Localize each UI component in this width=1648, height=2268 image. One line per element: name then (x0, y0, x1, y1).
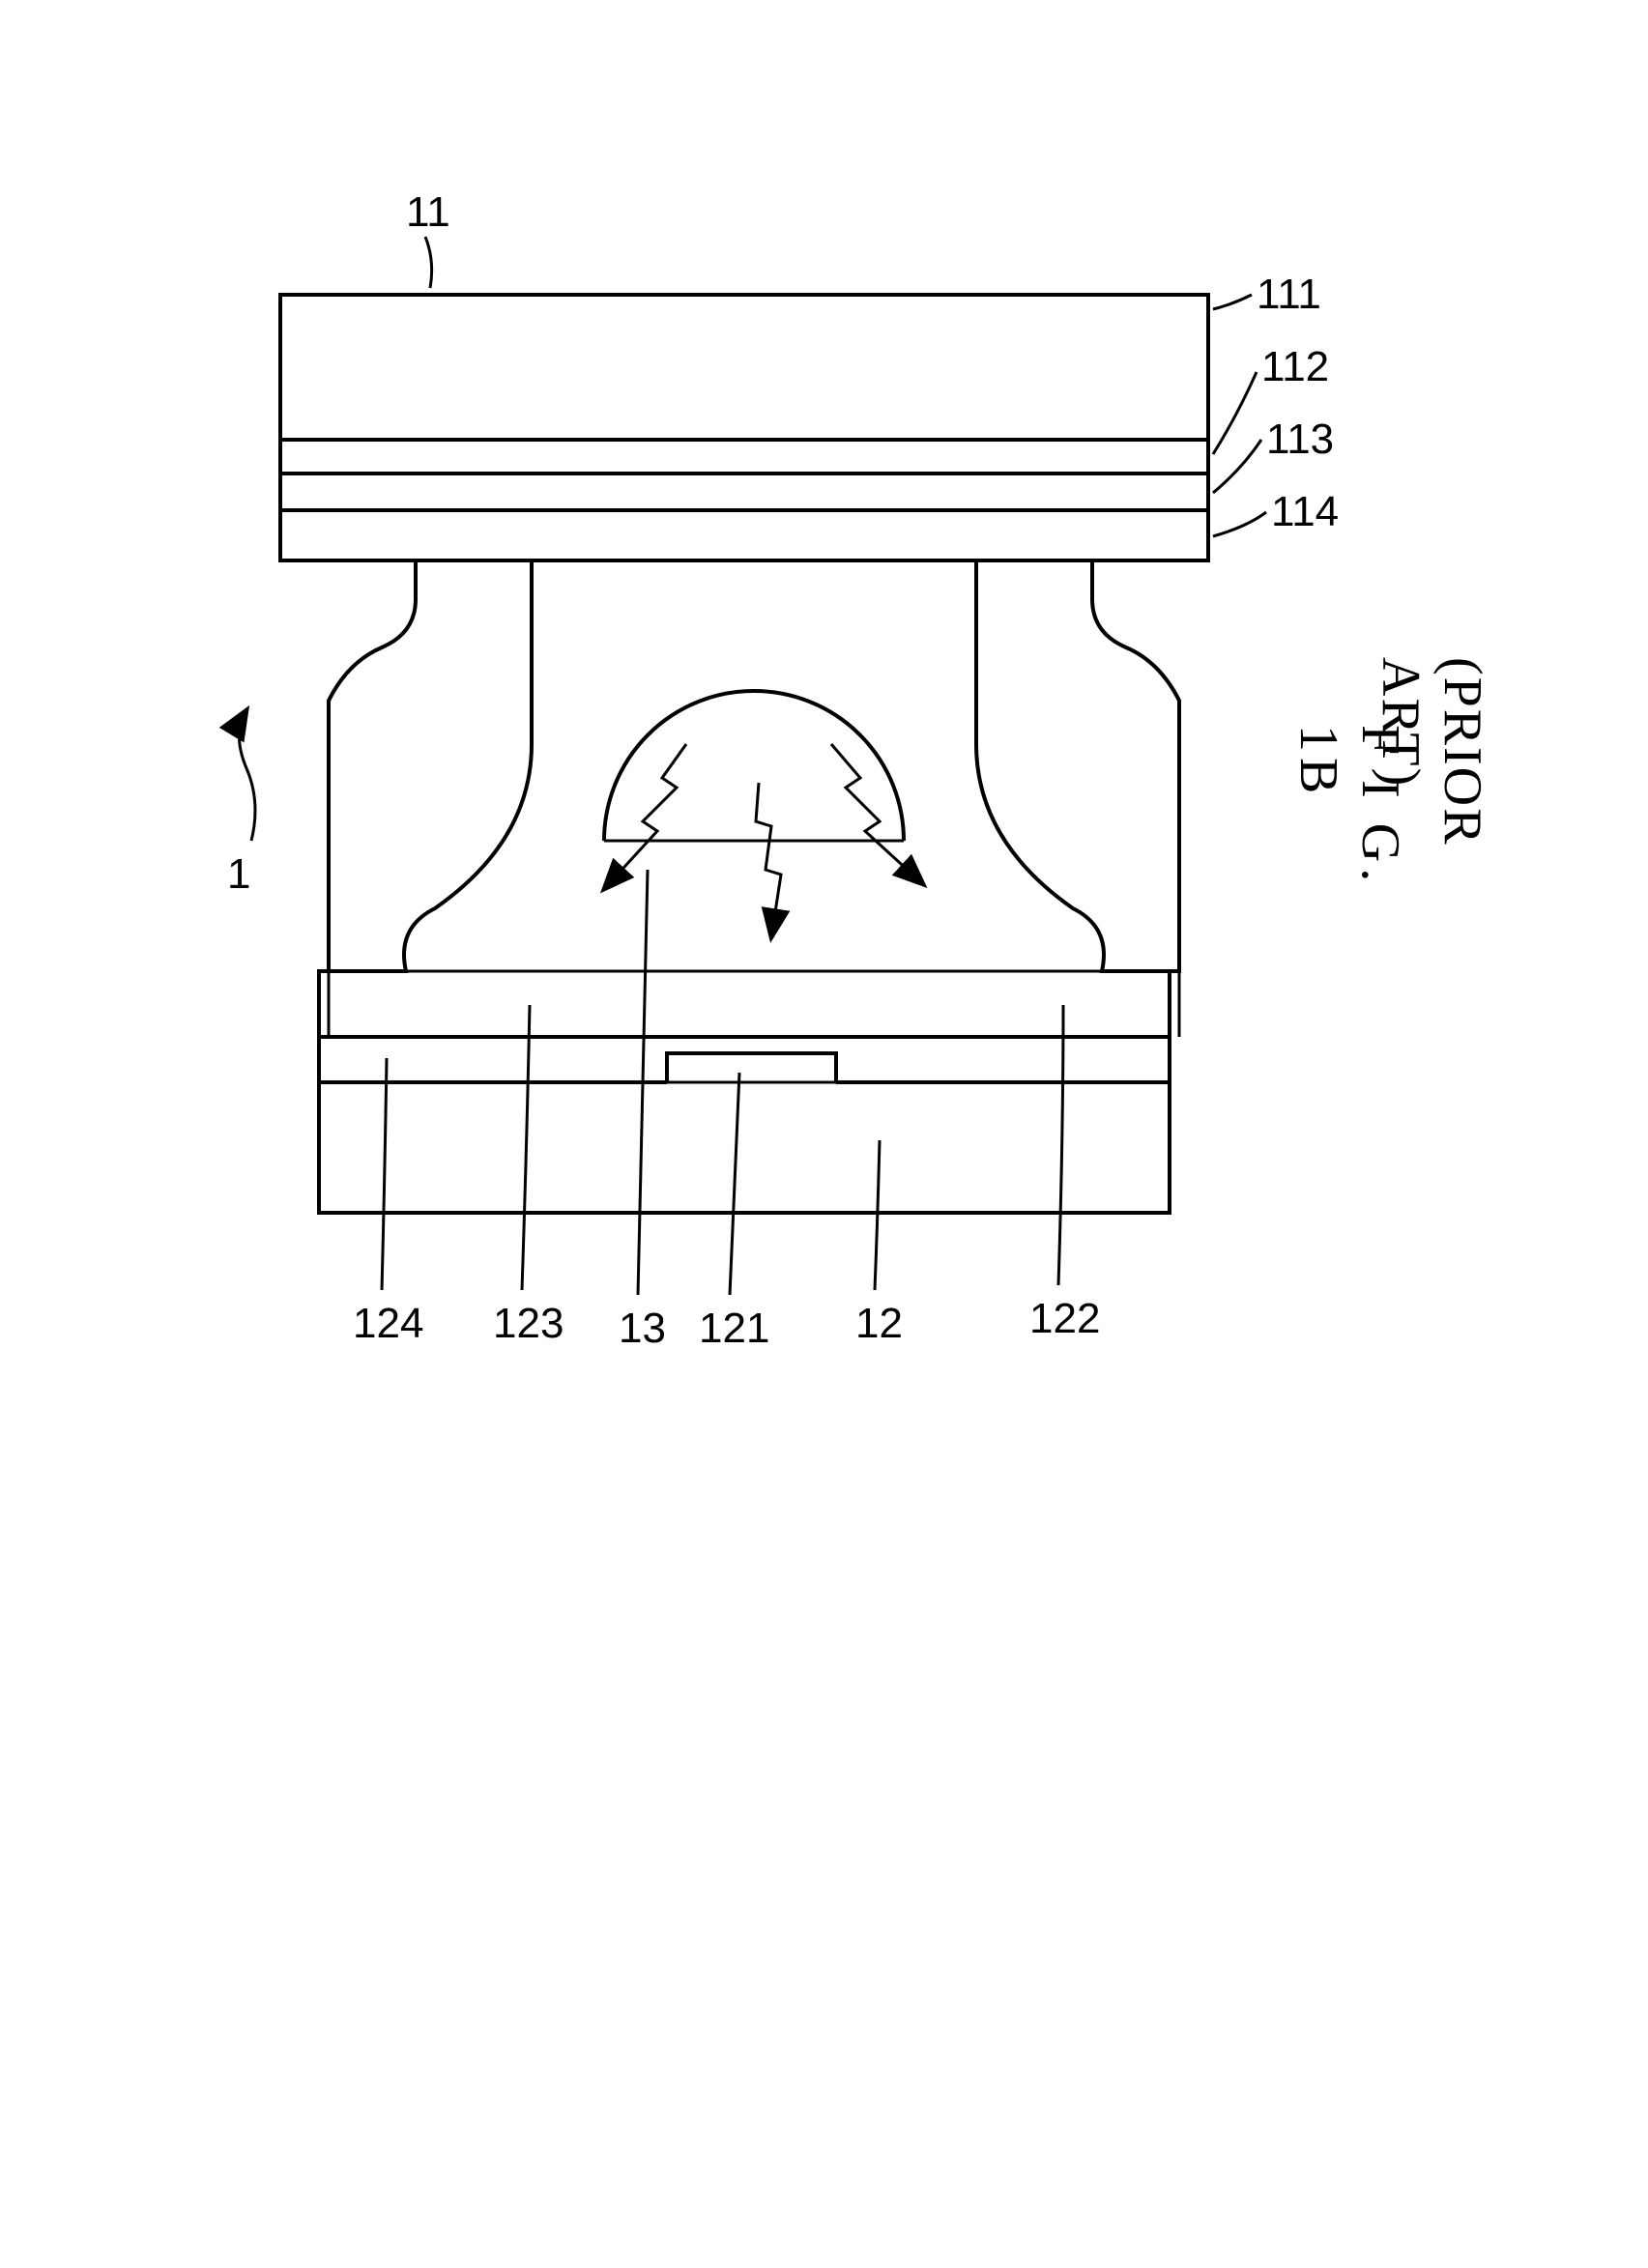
light-arrow-right (831, 744, 923, 884)
label-112: 112 (1261, 343, 1329, 391)
label-114: 114 (1271, 488, 1339, 536)
label-12: 12 (855, 1300, 903, 1348)
light-arrow-left (604, 744, 686, 889)
leader-124 (382, 1058, 387, 1290)
label-123: 123 (493, 1300, 564, 1348)
figure-container: 1 11 111 112 113 114 122 12 121 13 123 1… (0, 0, 1648, 2268)
label-121: 121 (699, 1305, 769, 1353)
label-111: 111 (1257, 271, 1321, 319)
dome-13 (604, 691, 904, 841)
label-113: 113 (1266, 416, 1334, 464)
diagram-svg (0, 0, 1648, 2268)
leader-112 (1213, 372, 1257, 454)
leader-123 (522, 1005, 530, 1290)
bottom-assembly-outline (319, 971, 1179, 1213)
light-arrow-center (756, 783, 781, 937)
label-1: 1 (227, 850, 250, 899)
label-124: 124 (353, 1300, 423, 1348)
label-13: 13 (619, 1305, 666, 1353)
die-121 (667, 1053, 836, 1082)
left-support (329, 560, 532, 971)
figure-title-line2: (PRIOR ART) (1370, 657, 1493, 847)
top-assembly (280, 295, 1208, 560)
leader-121 (730, 1073, 739, 1295)
leader-1 (240, 710, 256, 841)
leader-11 (425, 237, 432, 288)
leader-12 (875, 1140, 880, 1290)
leader-113 (1213, 440, 1261, 493)
leader-122 (1058, 1005, 1063, 1285)
label-122: 122 (1029, 1295, 1100, 1343)
label-11: 11 (406, 188, 450, 237)
leader-114 (1213, 512, 1266, 536)
right-support (976, 560, 1179, 971)
leader-111 (1213, 295, 1252, 309)
